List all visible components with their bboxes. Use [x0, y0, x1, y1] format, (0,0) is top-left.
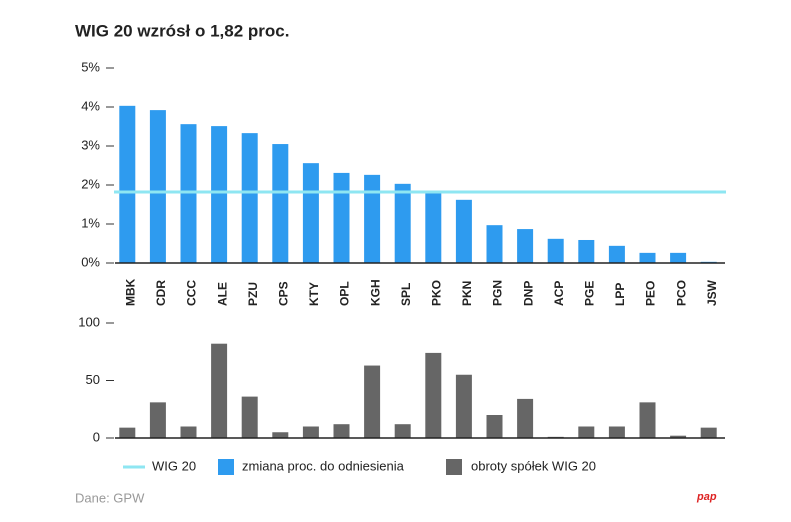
- bar: [608, 245, 625, 263]
- x-tick-label: PGE: [582, 281, 596, 306]
- bar: [302, 426, 319, 438]
- bar: [486, 415, 503, 438]
- bar: [608, 426, 625, 438]
- bar: [670, 435, 687, 438]
- bar: [241, 133, 258, 263]
- bar: [455, 374, 472, 438]
- bar: [211, 126, 228, 263]
- legend-swatch: [446, 459, 462, 475]
- chart-title: WIG 20 wzrósł o 1,82 proc.: [75, 21, 289, 40]
- y-tick-label: 3%: [81, 137, 100, 152]
- x-tick-label: SPL: [399, 283, 413, 306]
- legend-label: zmiana proc. do odniesienia: [242, 458, 405, 473]
- y-tick-label: 5%: [81, 59, 100, 74]
- bar: [149, 402, 166, 438]
- bar: [333, 172, 350, 263]
- y-tick-label: 1%: [81, 215, 100, 230]
- bar: [639, 252, 656, 263]
- bar: [180, 426, 197, 438]
- bar: [639, 402, 656, 438]
- bar: [364, 365, 381, 438]
- y-tick-label: 4%: [81, 98, 100, 113]
- y-tick-label: 2%: [81, 176, 100, 191]
- bar: [578, 426, 595, 438]
- bar: [364, 174, 381, 263]
- x-tick-label: OPL: [338, 281, 352, 306]
- legend: WIG 20 zmiana proc. do odniesienia obrot…: [123, 458, 596, 475]
- bar: [394, 424, 411, 438]
- x-tick-label: ALE: [215, 282, 229, 306]
- bar: [119, 105, 136, 263]
- bar: [700, 427, 717, 438]
- x-tick-label: MBK: [123, 278, 137, 306]
- x-tick-label: PZU: [246, 282, 260, 306]
- bar: [425, 352, 442, 438]
- legend-label: obroty spółek WIG 20: [471, 458, 596, 473]
- bar: [119, 427, 136, 438]
- bar: [670, 252, 687, 263]
- bar: [333, 424, 350, 438]
- x-tick-label: PKN: [460, 281, 474, 306]
- bar: [272, 144, 289, 263]
- x-tick-label: CPS: [276, 281, 290, 306]
- x-tick-label: LPP: [613, 283, 627, 306]
- x-tick-label: PGN: [491, 280, 505, 306]
- bar: [302, 163, 319, 263]
- bar: [149, 110, 166, 264]
- x-tick-label: PKO: [429, 280, 443, 306]
- x-tick-label: KTY: [307, 282, 321, 306]
- y-tick-label: 100: [78, 314, 100, 329]
- bar: [241, 396, 258, 438]
- x-tick-label: CCC: [185, 280, 199, 306]
- bar: [425, 192, 442, 263]
- x-tick-label: PEO: [644, 281, 658, 306]
- bar: [547, 238, 564, 263]
- x-tick-label: ACP: [552, 281, 566, 306]
- x-tick-label: JSW: [705, 279, 719, 306]
- y-tick-label: 50: [86, 372, 100, 387]
- x-tick-label: KGH: [368, 279, 382, 306]
- bar: [517, 398, 534, 438]
- legend-swatch: [218, 459, 234, 475]
- legend-label: WIG 20: [152, 458, 196, 473]
- bar: [180, 124, 197, 263]
- bar: [211, 343, 228, 438]
- bar: [486, 225, 503, 263]
- bar: [272, 432, 289, 438]
- bar: [394, 183, 411, 263]
- logo: pap: [696, 491, 717, 503]
- bar: [517, 229, 534, 263]
- x-tick-label: DNP: [521, 281, 535, 306]
- bar: [455, 199, 472, 263]
- y-tick-label: 0: [93, 429, 100, 444]
- x-tick-label: CDR: [154, 280, 168, 306]
- source: Dane: GPW: [75, 490, 145, 505]
- bar: [578, 239, 595, 263]
- y-tick-label: 0%: [81, 254, 100, 269]
- x-tick-label: PCO: [674, 280, 688, 306]
